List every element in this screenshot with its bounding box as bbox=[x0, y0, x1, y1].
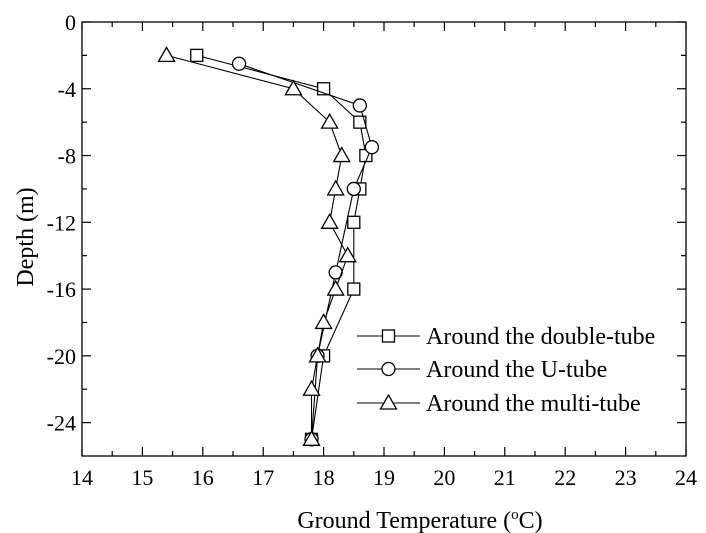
legend-marker bbox=[381, 361, 396, 377]
legend-marker bbox=[379, 393, 398, 410]
series-line bbox=[196, 54, 367, 440]
x-tick-label: 15 bbox=[131, 465, 153, 490]
x-tick-label: 18 bbox=[313, 465, 335, 490]
legend-label: Around the U-tube bbox=[426, 357, 607, 383]
data-point bbox=[314, 313, 333, 330]
series-triangle bbox=[157, 46, 357, 446]
x-tick-label: 17 bbox=[252, 465, 274, 490]
data-point bbox=[326, 179, 345, 196]
y-tick-label: -8 bbox=[58, 144, 76, 169]
series-line bbox=[166, 54, 349, 440]
data-point bbox=[352, 98, 367, 113]
x-tick-label: 22 bbox=[554, 465, 576, 490]
data-point bbox=[302, 429, 321, 446]
series-layer bbox=[157, 46, 380, 447]
x-tick-label: 23 bbox=[615, 465, 637, 490]
data-point bbox=[231, 56, 247, 71]
legend-item: Around the double-tube bbox=[357, 324, 655, 350]
x-axis-title: Ground Temperature (oC) bbox=[297, 507, 542, 533]
data-point bbox=[364, 140, 380, 155]
x-tick-label: 19 bbox=[373, 465, 395, 490]
data-point bbox=[332, 146, 351, 163]
axis-ticks bbox=[81, 21, 687, 456]
tick-labels: 14 15 16 17 18 19 20 21 22 23 24 0 -4 -8 -12 -16 -20 -24 bbox=[47, 10, 697, 490]
data-point bbox=[346, 181, 361, 197]
legend-label: Around the double-tube bbox=[426, 324, 655, 350]
legend-item: Around the multi-tube bbox=[357, 391, 641, 417]
series-line bbox=[238, 63, 373, 440]
y-tick-label: -16 bbox=[47, 277, 76, 302]
data-point bbox=[157, 46, 176, 63]
data-point bbox=[190, 48, 204, 63]
data-point bbox=[320, 212, 339, 229]
legend: Around the double-tube Around the U-tube A… bbox=[357, 324, 655, 417]
x-tick-label: 16 bbox=[192, 465, 214, 490]
y-tick-label: 0 bbox=[65, 10, 76, 35]
legend-label: Around the multi-tube bbox=[426, 391, 641, 417]
plot-frame bbox=[81, 21, 687, 457]
legend-marker bbox=[381, 329, 396, 343]
x-tick-label: 20 bbox=[433, 465, 455, 490]
y-tick-label: -4 bbox=[58, 77, 76, 102]
y-axis-title: Depth (m) bbox=[13, 187, 39, 286]
x-tick-label: 24 bbox=[675, 465, 697, 490]
data-point bbox=[353, 115, 367, 129]
data-point bbox=[347, 215, 361, 229]
y-tick-label: -12 bbox=[47, 210, 76, 235]
data-point bbox=[338, 246, 357, 263]
data-point bbox=[284, 79, 303, 96]
data-point bbox=[308, 346, 327, 363]
data-point bbox=[302, 379, 321, 396]
legend-item: Around the U-tube bbox=[357, 357, 607, 383]
y-tick-label: -24 bbox=[47, 411, 76, 436]
data-point bbox=[347, 282, 361, 296]
x-tick-label: 14 bbox=[71, 465, 93, 490]
y-tick-label: -20 bbox=[47, 344, 76, 369]
series-square bbox=[190, 48, 373, 446]
x-tick-label: 21 bbox=[494, 465, 516, 490]
data-point bbox=[326, 279, 345, 296]
data-point bbox=[320, 112, 339, 129]
